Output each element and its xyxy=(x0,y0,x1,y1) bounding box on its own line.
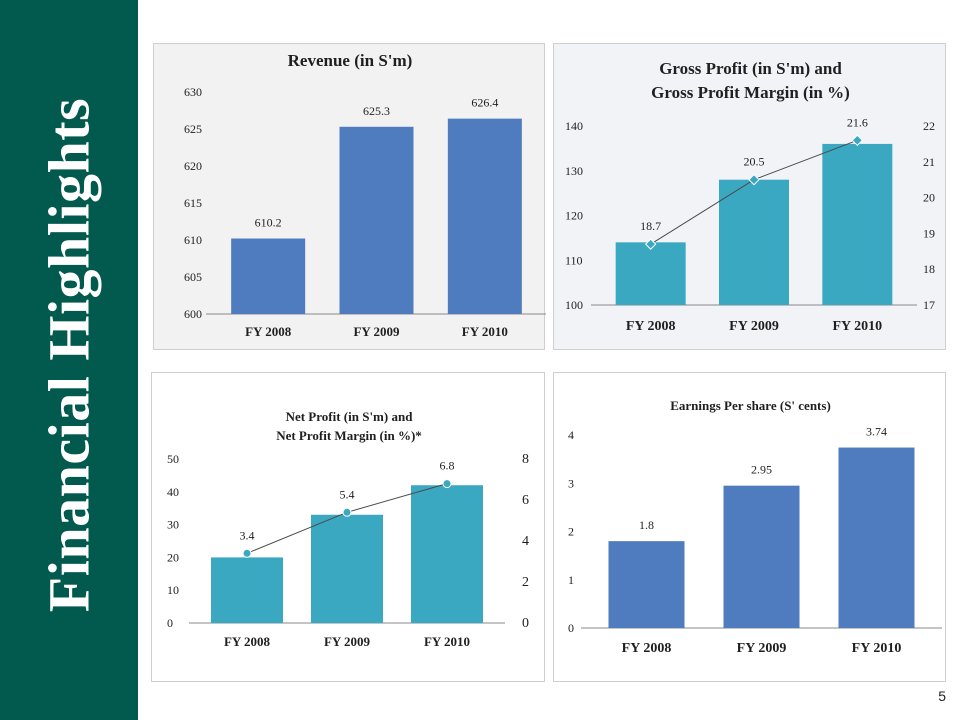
line-marker xyxy=(342,507,352,517)
data-label: 21.6 xyxy=(847,115,868,129)
data-label: 20.5 xyxy=(744,155,765,169)
data-label: 626.4 xyxy=(471,96,498,110)
bar xyxy=(411,485,483,623)
y2-tick-label: 17 xyxy=(923,298,935,312)
y-tick-label: 140 xyxy=(565,119,583,133)
x-tick-label: FY 2008 xyxy=(622,641,672,656)
y-tick-label: 0 xyxy=(167,616,173,630)
data-label: 6.8 xyxy=(440,459,455,473)
x-tick-label: FY 2010 xyxy=(833,319,883,334)
y-tick-label: 50 xyxy=(167,452,179,466)
y-tick-label: 10 xyxy=(167,583,179,597)
gross-profit-chart-panel: Gross Profit (in S'm) and Gross Profit Ma… xyxy=(553,43,946,350)
chart-title: Gross Profit Margin (in %) xyxy=(651,83,850,102)
y-tick-label: 620 xyxy=(184,159,202,173)
y-tick-label: 20 xyxy=(167,550,179,564)
bar xyxy=(339,126,414,314)
y-tick-label: 1 xyxy=(568,573,574,587)
net-profit-chart-panel: Net Profit (in S'm) and Net Profit Margin… xyxy=(151,372,545,682)
data-label: 610.2 xyxy=(255,216,282,230)
line-marker xyxy=(442,479,452,489)
x-tick-label: FY 2008 xyxy=(626,319,676,334)
data-label: 625.3 xyxy=(363,104,390,118)
line-marker xyxy=(242,548,252,558)
eps-chart: Earnings Per share (S' cents) 0 1 2 3 4 FY 200… xyxy=(568,398,942,656)
y-tick-label: 4 xyxy=(568,428,574,442)
y-tick-label: 610 xyxy=(184,233,202,247)
data-label: 1.8 xyxy=(639,518,654,532)
y-tick-label: 605 xyxy=(184,270,202,284)
page-number: 5 xyxy=(938,688,946,704)
data-label: 18.7 xyxy=(640,219,661,233)
chart-title: Net Profit Margin (in %)* xyxy=(276,428,422,443)
y-tick-label: 600 xyxy=(184,307,202,321)
y-tick-label: 0 xyxy=(568,621,574,635)
y2-tick-label: 6 xyxy=(522,493,529,508)
revenue-chart: Revenue (in S'm) 600 605 610 615 620 625 630 FY … xyxy=(184,51,546,339)
y-tick-label: 2 xyxy=(568,525,574,539)
y2-tick-label: 0 xyxy=(522,616,529,631)
line-marker xyxy=(644,238,657,250)
bar xyxy=(838,447,915,628)
revenue-chart-panel: Revenue (in S'm) 600 605 610 615 620 625 630 FY … xyxy=(153,43,546,350)
y2-tick-label: 8 xyxy=(522,452,529,467)
y2-tick-label: 22 xyxy=(923,119,935,133)
bar xyxy=(822,143,893,305)
chart-title: Net Profit (in S'm) and xyxy=(286,409,414,424)
y-tick-label: 30 xyxy=(167,518,179,532)
x-tick-label: FY 2010 xyxy=(424,634,470,649)
x-tick-label: FY 2010 xyxy=(852,641,902,656)
y-tick-label: 40 xyxy=(167,485,179,499)
gross-profit-chart: Gross Profit (in S'm) and Gross Profit Ma… xyxy=(565,59,935,334)
eps-chart-panel: Earnings Per share (S' cents) 0 1 2 3 4 FY 200… xyxy=(553,372,946,682)
x-tick-label: FY 2009 xyxy=(353,324,400,339)
y2-tick-label: 4 xyxy=(522,534,529,549)
y2-tick-label: 2 xyxy=(522,575,529,590)
data-label: 3.74 xyxy=(866,425,887,439)
x-tick-label: FY 2009 xyxy=(324,634,371,649)
sidebar-title: Financial Highlights xyxy=(36,97,102,613)
line-marker xyxy=(748,173,760,186)
chart-title: Revenue (in S'm) xyxy=(288,51,413,70)
y-tick-label: 630 xyxy=(184,85,202,99)
y-tick-label: 615 xyxy=(184,196,202,210)
bar xyxy=(723,485,800,628)
bar xyxy=(719,179,789,305)
data-label: 5.4 xyxy=(340,487,355,501)
y-tick-label: 3 xyxy=(568,476,574,490)
chart-title: Gross Profit (in S'm) and xyxy=(659,59,842,78)
x-tick-label: FY 2009 xyxy=(737,641,787,656)
y2-tick-label: 20 xyxy=(923,191,935,205)
y-tick-label: 100 xyxy=(565,298,583,312)
data-label: 3.4 xyxy=(240,528,255,542)
bar xyxy=(231,238,306,314)
y2-tick-label: 18 xyxy=(923,262,935,276)
y-tick-label: 130 xyxy=(565,164,583,178)
bar xyxy=(211,557,283,623)
bar xyxy=(608,541,685,628)
bar xyxy=(615,242,686,305)
y2-tick-label: 19 xyxy=(923,226,935,240)
bar xyxy=(447,118,522,314)
data-label: 2.95 xyxy=(751,463,772,477)
x-tick-label: FY 2009 xyxy=(729,319,779,334)
y2-tick-label: 21 xyxy=(923,155,935,169)
net-profit-chart: Net Profit (in S'm) and Net Profit Margin… xyxy=(167,409,529,649)
bar xyxy=(311,514,383,623)
x-tick-label: FY 2010 xyxy=(462,324,508,339)
x-tick-label: FY 2008 xyxy=(245,324,292,339)
sidebar: Financial Highlights xyxy=(0,0,138,720)
y-tick-label: 110 xyxy=(565,253,583,267)
line-marker xyxy=(851,134,864,147)
y-tick-label: 120 xyxy=(565,209,583,223)
y-tick-label: 625 xyxy=(184,122,202,136)
x-tick-label: FY 2008 xyxy=(224,634,271,649)
chart-title: Earnings Per share (S' cents) xyxy=(670,398,831,413)
